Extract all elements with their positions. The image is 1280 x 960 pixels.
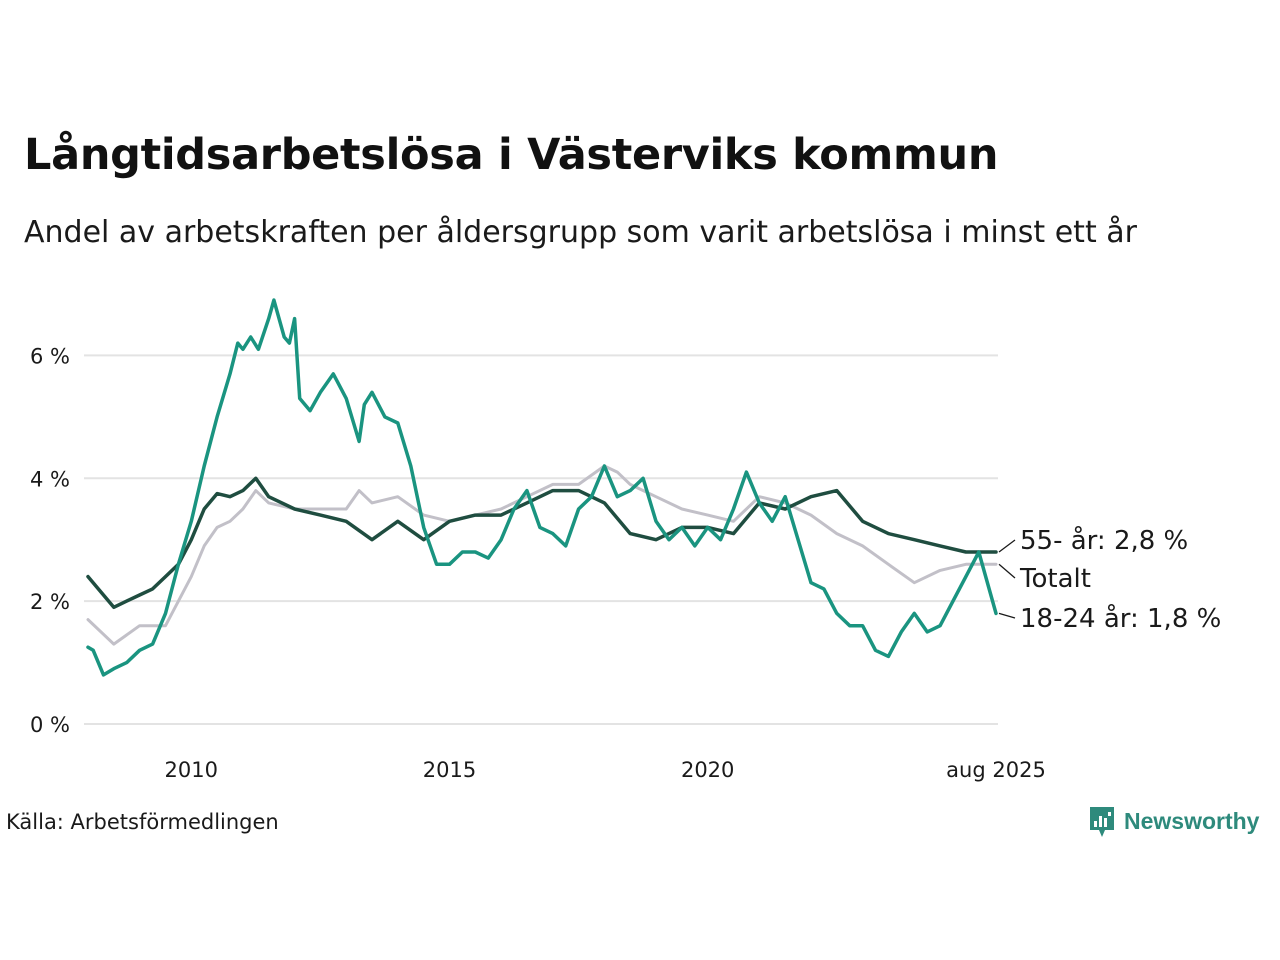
leader-line-total: [998, 563, 1016, 579]
brand-name: Newsworthy: [1124, 807, 1260, 834]
chart-subtitle: Andel av arbetskraften per åldersgrupp s…: [24, 215, 1137, 250]
source-note: Källa: Arbetsförmedlingen: [6, 810, 279, 834]
series-layer: [86, 298, 998, 677]
series-name: 55- år: [1020, 525, 1098, 556]
series-end-label-youth: 18-24 år: 1,8 %: [1020, 603, 1221, 634]
grid-layer: 0 % 2 % 4 % 6 % 2010 2015 2020 aug 2025: [30, 344, 1046, 782]
x-tick-label: aug 2025: [946, 758, 1046, 782]
series-end-label-older: 55- år: 2,8 %: [1020, 525, 1188, 556]
chart-title: Långtidsarbetslösa i Västerviks kommun: [24, 130, 999, 180]
label-layer: Totalt 55- år: 2,8 % 18-24 år: 1,8 %: [998, 525, 1221, 634]
y-tick-label: 4 %: [30, 467, 70, 491]
x-tick-label: 2020: [681, 758, 734, 782]
brand-logo[interactable]: Newsworthy: [1088, 804, 1259, 838]
leader-line-youth: [998, 612, 1016, 619]
series-end-label-total: Totalt: [1019, 564, 1091, 594]
series-line-total: [86, 464, 998, 646]
leader-line-older: [998, 539, 1016, 553]
label-separator: :: [1097, 526, 1114, 556]
series-value: 1,8 %: [1147, 604, 1221, 634]
series-value: 2,8 %: [1114, 526, 1188, 556]
y-tick-label: 2 %: [30, 590, 70, 614]
series-line-older: [86, 476, 998, 610]
newsworthy-logo-icon: [1090, 807, 1114, 837]
y-tick-label: 6 %: [30, 344, 70, 368]
label-separator: :: [1130, 604, 1147, 634]
x-tick-label: 2010: [165, 758, 218, 782]
series-name: Totalt: [1019, 564, 1091, 594]
y-tick-label: 0 %: [30, 713, 70, 737]
series-line-youth: [86, 298, 998, 677]
x-tick-label: 2015: [423, 758, 476, 782]
series-name: 18-24 år: [1020, 603, 1131, 634]
